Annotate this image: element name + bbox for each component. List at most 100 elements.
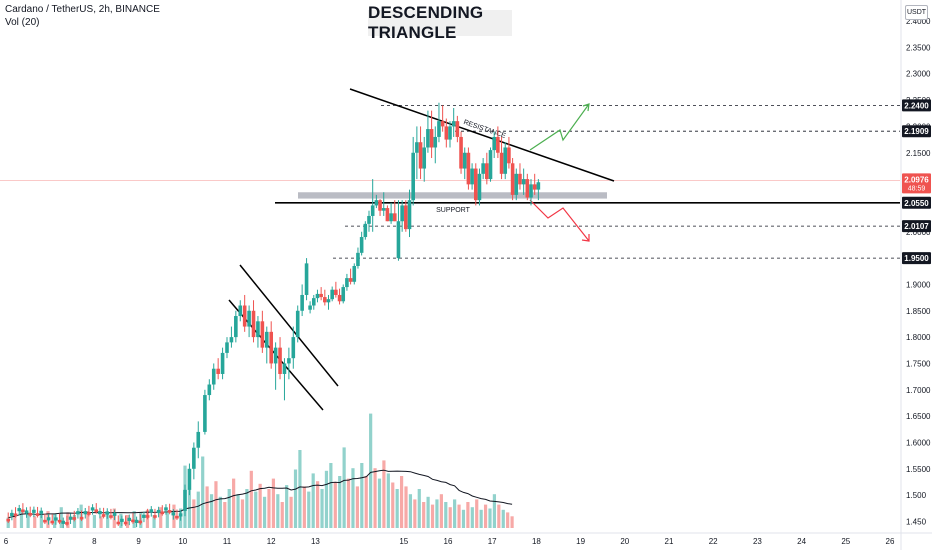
volume-bar <box>289 496 293 528</box>
price-tick-label: 1.7500 <box>906 359 931 368</box>
volume-bar <box>196 491 200 528</box>
support-label: SUPPORT <box>436 207 470 214</box>
price-level-badge: 2.0550 <box>902 196 931 209</box>
volume-bar <box>227 489 231 528</box>
price-level-badge-bg <box>902 125 931 138</box>
candle <box>345 273 349 291</box>
volume-pane <box>6 413 514 528</box>
date-tick-label: 21 <box>665 537 674 546</box>
date-tick-label: 8 <box>92 537 97 546</box>
price-level-badge: 1.9500 <box>902 252 931 265</box>
volume-bar <box>453 499 457 528</box>
volume-bar <box>152 515 156 528</box>
candle-body <box>109 515 113 518</box>
price-tick-label: 1.5500 <box>906 465 931 474</box>
candle-body <box>32 509 36 513</box>
candle-body <box>216 368 220 374</box>
candle <box>374 194 379 209</box>
candle <box>481 158 485 180</box>
candle-body <box>444 126 449 140</box>
candle <box>451 107 456 137</box>
candle <box>518 163 522 190</box>
date-tick-label: 24 <box>797 537 806 546</box>
date-tick-label: 19 <box>576 537 585 546</box>
candle-body <box>488 150 493 180</box>
candle-body <box>462 152 467 169</box>
candle <box>426 110 430 153</box>
candle <box>98 507 102 519</box>
symbol-title[interactable]: Cardano / TetherUS, 2h, BINANCE <box>5 4 160 15</box>
candle <box>514 168 519 201</box>
volume-bar <box>26 512 30 528</box>
volume-bar <box>302 486 306 528</box>
volume-bar <box>280 502 284 528</box>
volume-ma-line <box>8 469 513 519</box>
candle-body <box>127 517 132 521</box>
candle <box>273 342 278 390</box>
candle-body <box>43 519 47 523</box>
candle-body <box>46 517 51 521</box>
volume-bar <box>417 489 421 528</box>
candle <box>211 363 216 390</box>
price-tick-label: 2.3500 <box>906 43 931 52</box>
volume-bar <box>298 450 302 528</box>
date-tick-label: 6 <box>4 537 9 546</box>
candle <box>356 247 360 269</box>
candle <box>503 142 508 180</box>
candle-body <box>532 184 537 190</box>
candle <box>120 515 124 527</box>
candle <box>300 284 304 317</box>
candle <box>407 189 412 238</box>
currency-button[interactable]: USDT <box>905 5 928 20</box>
volume-bar <box>492 494 497 528</box>
candle-body <box>178 513 183 517</box>
candle <box>145 508 150 520</box>
volume-bar <box>311 473 315 528</box>
volume-indicator-label[interactable]: Vol (20) <box>5 17 40 28</box>
candle <box>492 131 496 159</box>
candle-body <box>326 299 331 303</box>
candle <box>83 507 88 519</box>
volume-bar <box>59 507 63 528</box>
candle-body <box>6 518 11 522</box>
volume-bar <box>329 463 333 528</box>
candle-body <box>311 298 316 306</box>
candle <box>485 152 489 185</box>
volume-bar <box>506 512 510 528</box>
candle <box>323 289 327 306</box>
price-tick-label: 2.1500 <box>906 149 931 158</box>
candle-body <box>134 519 139 523</box>
candle-body <box>418 142 423 169</box>
candle-body <box>507 147 511 164</box>
volume-bar <box>346 478 351 528</box>
candle-body <box>183 489 187 511</box>
candle <box>287 347 291 380</box>
candle-body <box>260 321 265 348</box>
volume-bar <box>510 516 514 528</box>
candle-body <box>352 266 357 282</box>
candle-body <box>264 331 269 348</box>
breakout-up-arrowhead <box>582 103 590 112</box>
price-tick-label: 1.6000 <box>906 438 931 447</box>
candle-body <box>207 384 212 396</box>
volume-bar <box>240 499 245 528</box>
candle <box>367 210 371 232</box>
candle-body <box>24 510 29 514</box>
volume-bar <box>285 485 289 528</box>
date-tick-label: 20 <box>620 537 629 546</box>
candle-body <box>356 252 360 266</box>
candle <box>175 509 179 521</box>
volume-bar <box>209 494 214 528</box>
candle <box>521 168 526 195</box>
candle <box>164 504 168 515</box>
candle <box>238 300 243 322</box>
candle-body <box>138 520 143 524</box>
price-tick-label: 2.3000 <box>906 70 931 79</box>
candle-body <box>105 511 110 515</box>
candle <box>404 200 408 232</box>
price-tick-label: 1.8000 <box>906 333 931 342</box>
candle <box>462 147 467 180</box>
candle-body <box>87 512 91 515</box>
volume-bar <box>426 496 430 528</box>
